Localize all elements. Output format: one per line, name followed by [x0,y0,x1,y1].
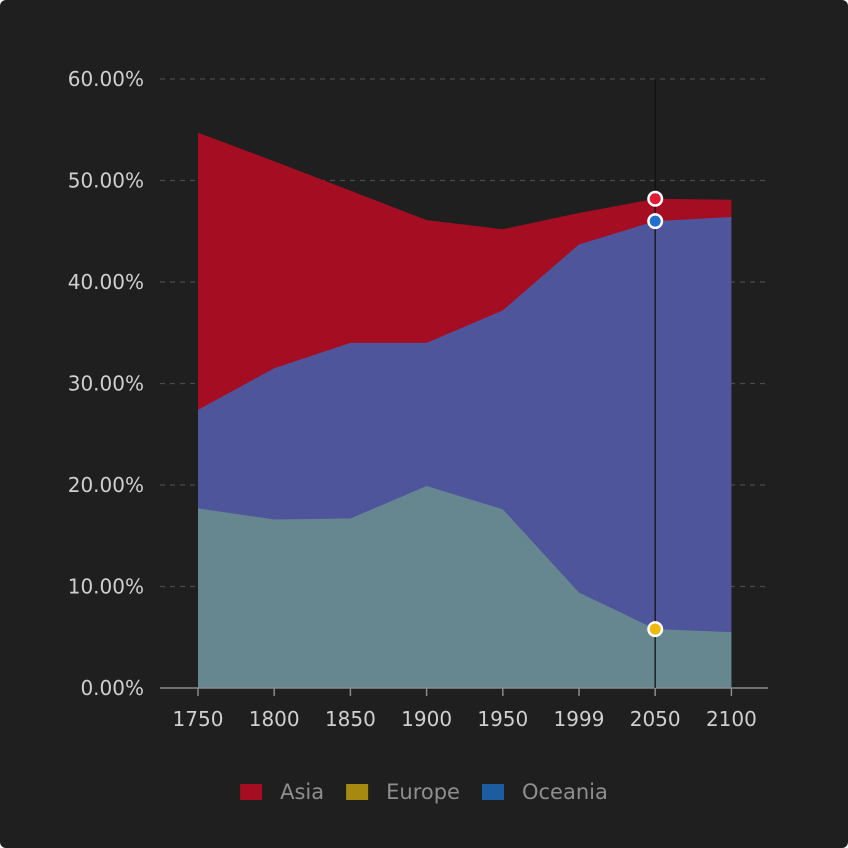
hover-marker-asia[interactable] [649,193,661,205]
y-tick-label: 0.00% [80,676,144,700]
legend-swatch-asia[interactable] [240,784,263,800]
hover-marker-oceania[interactable] [649,215,661,227]
x-tick-label: 2100 [706,707,757,731]
x-tick-label: 2050 [630,707,681,731]
x-tick-label: 1999 [554,707,605,731]
y-tick-label: 60.00% [68,67,144,91]
legend-label-oceania[interactable]: Oceania [522,780,608,804]
legend-label-europe[interactable]: Europe [386,780,460,804]
x-tick-label: 1950 [477,707,528,731]
x-tick-label: 1800 [249,707,300,731]
legend-label-asia[interactable]: Asia [280,780,324,804]
x-tick-label: 1850 [325,707,376,731]
legend-swatch-oceania[interactable] [481,784,504,800]
y-tick-label: 30.00% [68,372,144,396]
x-tick-label: 1900 [401,707,452,731]
legend-swatch-europe[interactable] [346,784,369,800]
y-tick-label: 10.00% [68,575,144,599]
x-tick-label: 1750 [173,707,224,731]
area-europe [198,486,732,688]
hover-marker-europe[interactable] [649,623,661,635]
y-tick-label: 40.00% [68,270,144,294]
y-tick-label: 50.00% [68,169,144,193]
y-tick-label: 20.00% [68,473,144,497]
